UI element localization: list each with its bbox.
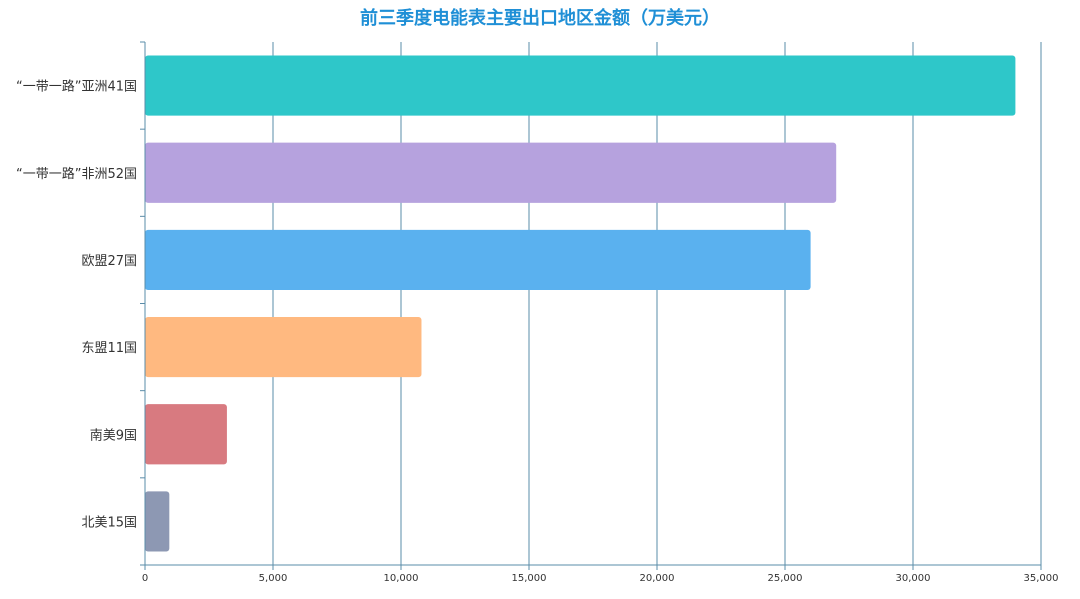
category-label-1: “一带一路”非洲52国	[16, 166, 137, 182]
x-tick-label-3: 15,000	[512, 573, 547, 584]
x-tick-label-1: 5,000	[259, 573, 288, 584]
category-label-3: 东盟11国	[81, 341, 137, 356]
x-tick-label-5: 25,000	[768, 573, 803, 584]
category-label-5: 北美15国	[81, 515, 137, 530]
x-tick-label-2: 10,000	[384, 573, 419, 584]
x-tick-label-6: 30,000	[896, 573, 931, 584]
x-tick-label-7: 35,000	[1024, 573, 1059, 584]
x-tick-label-0: 0	[142, 573, 148, 584]
bar-4	[145, 404, 227, 465]
bar-1	[145, 142, 837, 203]
category-label-0: “一带一路”亚洲41国	[16, 79, 137, 95]
bar-2	[145, 229, 811, 290]
grid-layer	[272, 42, 1042, 565]
bar-5	[145, 491, 170, 552]
category-label-4: 南美9国	[90, 427, 137, 443]
axis-layer: 0 5,000 10,000 15,000 20,000 25,000 30,000 35,0…	[16, 41, 1059, 584]
bar-layer	[145, 55, 1016, 552]
chart-title: 前三季度电能表主要出口地区金额（万美元）	[360, 8, 720, 29]
bar-3	[145, 317, 422, 378]
x-tick-label-4: 20,000	[640, 573, 675, 584]
bar-0	[145, 55, 1016, 116]
category-label-2: 欧盟27国	[81, 254, 137, 269]
